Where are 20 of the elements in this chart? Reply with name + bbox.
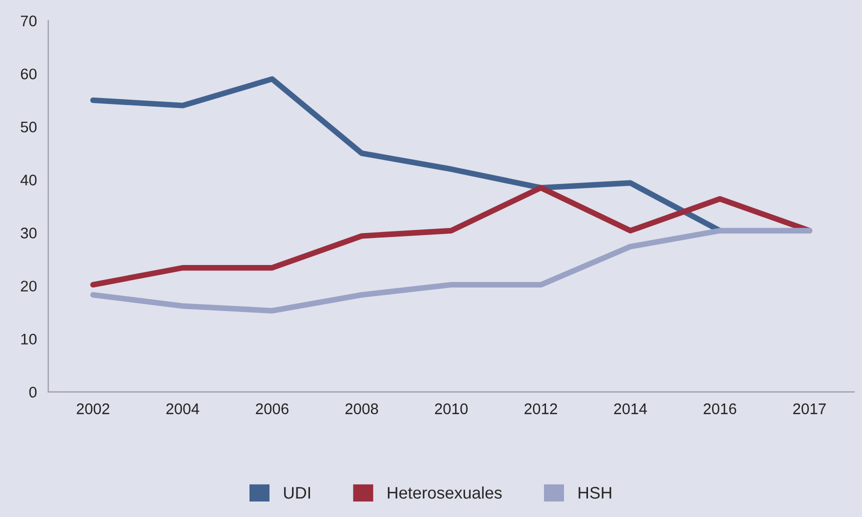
y-tick-label: 50 xyxy=(20,122,37,132)
y-tick-label: 10 xyxy=(21,334,37,345)
x-tick-label: 2012 xyxy=(524,403,558,414)
x-tick-label: 2008 xyxy=(345,403,378,414)
y-tick-label: 30 xyxy=(20,228,37,238)
x-tick-label: 2017 xyxy=(793,403,826,414)
x-tick-label: 2006 xyxy=(256,403,288,414)
x-tick-label: 2004 xyxy=(166,403,200,414)
y-tick-label: 70 xyxy=(20,16,37,26)
x-tick-label: 2002 xyxy=(76,403,110,414)
x-tick-label: 2016 xyxy=(704,403,736,414)
y-tick-label: 60 xyxy=(20,68,37,80)
y-tick-label: 40 xyxy=(20,174,37,186)
legend-label: HSH xyxy=(578,486,612,499)
x-tick-label: 2010 xyxy=(435,403,468,414)
legend-label: UDI xyxy=(284,487,310,499)
y-tick-label: 0 xyxy=(29,386,37,398)
x-tick-label: 2014 xyxy=(614,403,647,414)
y-tick-label: 20 xyxy=(20,280,37,292)
legend-label: Heterosexuales xyxy=(388,486,502,499)
